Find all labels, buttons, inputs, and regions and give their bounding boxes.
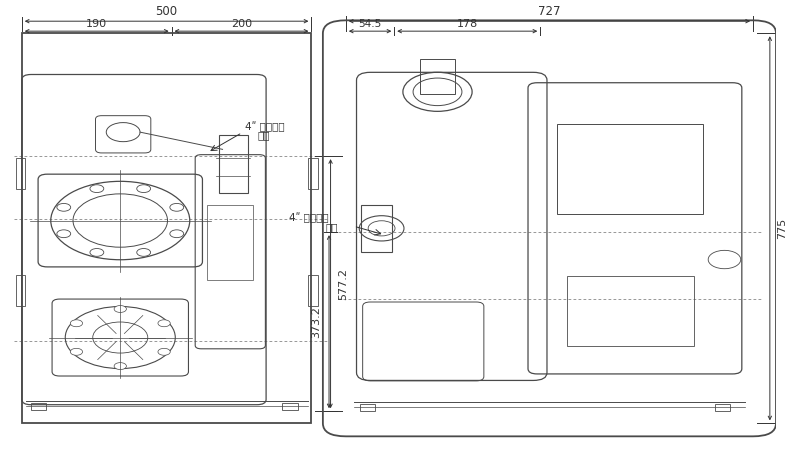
- Text: 190: 190: [86, 19, 107, 29]
- Circle shape: [137, 185, 150, 193]
- Circle shape: [158, 320, 170, 327]
- Text: 200: 200: [231, 19, 252, 29]
- Circle shape: [57, 203, 70, 211]
- Circle shape: [137, 248, 150, 256]
- Bar: [16, 158, 25, 189]
- Text: 54.5: 54.5: [358, 19, 382, 29]
- Circle shape: [90, 185, 104, 193]
- Circle shape: [114, 306, 126, 313]
- Circle shape: [170, 230, 184, 237]
- Bar: [207, 205, 253, 280]
- Text: 4ʺ 消防ねじ: 4ʺ 消防ねじ: [245, 121, 284, 132]
- Circle shape: [70, 320, 82, 327]
- Text: 178: 178: [457, 19, 478, 29]
- Text: 775: 775: [778, 218, 787, 239]
- Text: 500: 500: [155, 5, 178, 18]
- Bar: [16, 275, 25, 307]
- Text: 4ʺ 消防ねじ: 4ʺ 消防ねじ: [290, 212, 329, 223]
- Circle shape: [90, 248, 104, 256]
- Bar: [282, 402, 298, 410]
- Circle shape: [114, 363, 126, 370]
- Circle shape: [57, 230, 70, 237]
- Bar: [22, 33, 311, 423]
- Bar: [421, 59, 454, 94]
- Text: 727: 727: [538, 5, 561, 18]
- Text: 吐出: 吐出: [258, 130, 270, 140]
- Bar: [566, 276, 694, 346]
- Bar: [714, 404, 730, 411]
- Bar: [308, 275, 318, 307]
- Text: 373.2: 373.2: [311, 306, 322, 337]
- Circle shape: [158, 349, 170, 355]
- Bar: [218, 135, 248, 193]
- Bar: [557, 124, 703, 214]
- Bar: [361, 205, 391, 252]
- Bar: [308, 158, 318, 189]
- Bar: [360, 404, 375, 411]
- Circle shape: [70, 349, 82, 355]
- Bar: [31, 402, 46, 410]
- Text: 吸込: 吸込: [326, 222, 338, 232]
- Text: 577.2: 577.2: [338, 268, 348, 300]
- Circle shape: [170, 203, 184, 211]
